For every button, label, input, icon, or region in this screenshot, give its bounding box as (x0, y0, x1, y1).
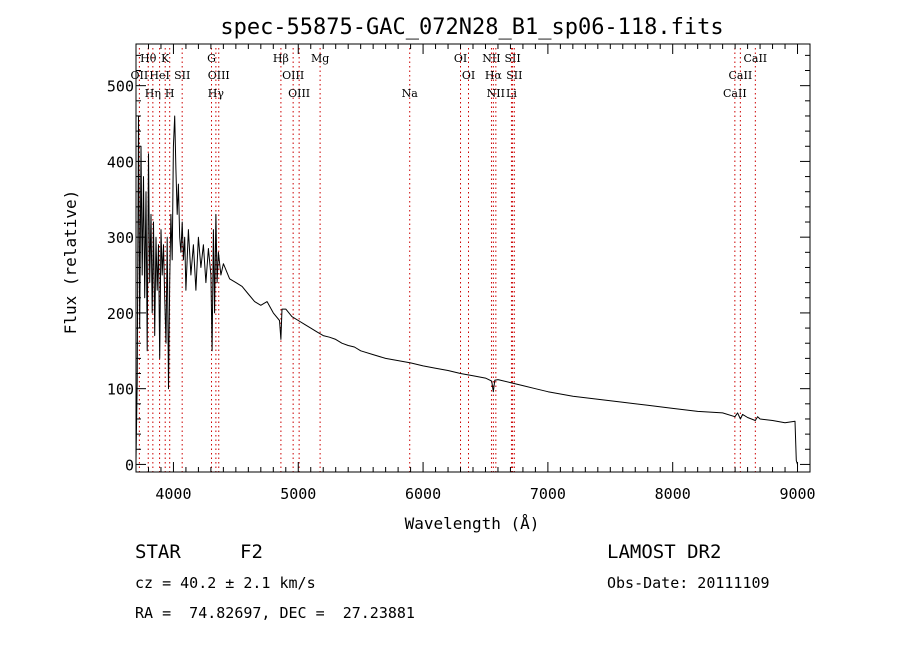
line-marker-label: CaII (743, 52, 767, 65)
line-marker-label: Hα (485, 69, 503, 82)
redshift-text: cz = 40.2 ± 2.1 km/s (135, 574, 316, 592)
x-tick-label: 8000 (655, 485, 691, 503)
x-tick-label: 5000 (280, 485, 316, 503)
axis-tick-labels: 4000 5000 6000 7000 8000 9000 0 100 200 300 400 500 (107, 78, 816, 503)
line-marker-label: CaII (729, 69, 753, 82)
object-subclass: F2 (240, 541, 263, 563)
chart-title: spec-55875-GAC_072N28_B1_sp06-118.fits (220, 15, 723, 40)
object-class: STAR (135, 541, 181, 563)
x-tick-label: 9000 (779, 485, 815, 503)
line-marker-label: SII (506, 69, 522, 82)
line-marker-label: SII (504, 52, 520, 65)
line-marker-label: SII (174, 69, 190, 82)
line-marker-label: OIII (282, 69, 304, 82)
spectrum-line-0 (135, 115, 798, 465)
line-marker-label: H (165, 87, 175, 100)
series-layer (135, 115, 798, 465)
line-marker-label: OIII (288, 87, 310, 100)
line-marker-label: HeI (149, 69, 169, 82)
line-marker-label: Li (506, 87, 517, 100)
line-marker-label: Hη (145, 87, 161, 100)
x-tick-label: 4000 (155, 485, 191, 503)
coordinates: RA = 74.82697, DEC = 27.23881 (135, 604, 415, 622)
axis-ticks (136, 44, 811, 472)
line-marker-label: NII (487, 87, 505, 100)
line-marker-label: Mg (311, 52, 329, 65)
line-marker-label: Hβ (273, 52, 289, 65)
y-axis-label: Flux (relative) (61, 190, 80, 335)
line-marker-label: G (207, 52, 216, 65)
line-marker-label: OII (131, 69, 149, 82)
line-marker-label: OI (462, 69, 475, 82)
line-marker-label: Hθ (140, 52, 157, 65)
obs-date: Obs-Date: 20111109 (607, 574, 770, 592)
line-marker-label: OI (454, 52, 467, 65)
line-marker-label: NII (482, 52, 500, 65)
line-marker-label: OIII (208, 69, 230, 82)
survey-name: LAMOST DR2 (607, 541, 722, 563)
y-tick-label: 400 (107, 153, 134, 171)
plot-frame (135, 43, 811, 473)
y-tick-label: 200 (107, 305, 134, 323)
x-tick-label: 6000 (405, 485, 441, 503)
y-tick-label: 100 (107, 381, 134, 399)
y-tick-label: 300 (107, 229, 134, 247)
line-marker-label: K (161, 52, 170, 65)
x-axis-label: Wavelength (Å) (405, 514, 540, 533)
y-tick-label: 0 (125, 456, 134, 474)
x-tick-label: 7000 (530, 485, 566, 503)
line-marker-label: CaII (723, 87, 747, 100)
line-marker-label: Hγ (208, 87, 225, 100)
line-marker-label: Na (402, 87, 419, 100)
y-tick-label: 500 (107, 78, 134, 96)
